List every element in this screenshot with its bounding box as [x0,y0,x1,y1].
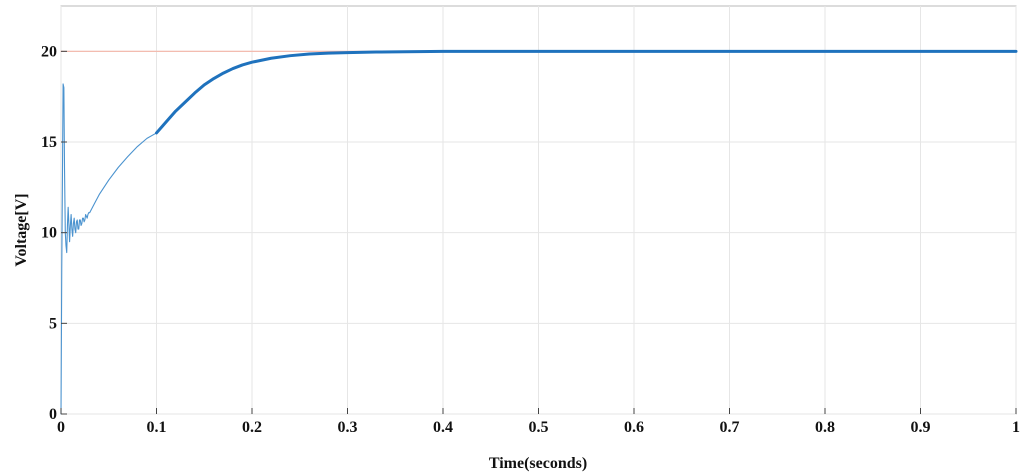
x-tick-label: 0.9 [911,419,931,436]
x-tick-label: 0.2 [242,419,262,436]
y-tick-label: 20 [41,43,57,60]
series-group [60,49,1018,415]
y-tick-label: 15 [41,134,57,151]
series-line-response-settling [155,49,1018,135]
x-tick-label: 0.4 [433,419,453,436]
series-line-response [60,83,158,415]
x-tick-label: 0.6 [624,419,644,436]
x-tick-label: 0.1 [147,419,167,436]
x-tick-label: 0.5 [529,419,549,436]
y-tick-label: 10 [41,225,57,242]
x-tick-label: 0.7 [720,419,740,436]
y-axis-title: Voltage[V] [13,193,30,266]
x-tick-label: 1 [1012,419,1020,436]
x-tick-label: 0.3 [338,419,358,436]
y-tick-label: 5 [49,315,57,332]
x-axis-title: Time(seconds) [489,455,587,472]
y-tick-label: 0 [49,406,57,423]
x-tick-label: 0.8 [815,419,835,436]
x-tick-label: 0 [57,419,65,436]
